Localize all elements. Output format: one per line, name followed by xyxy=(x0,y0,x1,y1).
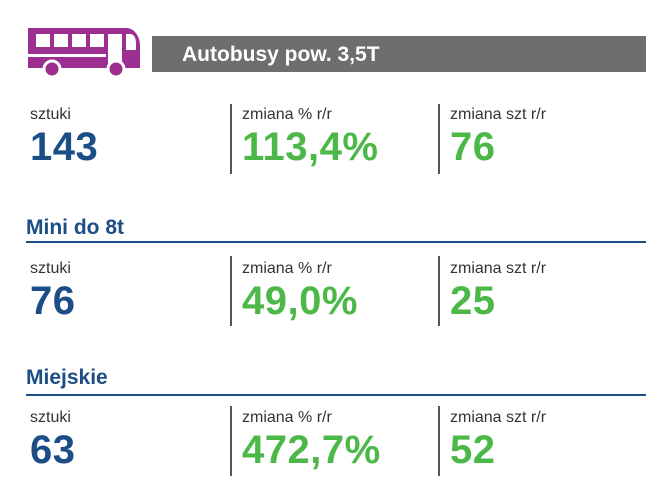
stat-value: 76 xyxy=(30,279,76,323)
stat-label: sztuki xyxy=(30,106,71,123)
divider xyxy=(230,406,232,476)
stat-label: zmiana % r/r xyxy=(242,260,332,277)
page-title: Autobusy pow. 3,5T xyxy=(182,43,380,66)
stat-label: zmiana % r/r xyxy=(242,409,332,426)
stat-value: 76 xyxy=(450,125,496,169)
divider xyxy=(438,256,440,326)
stat-value: 25 xyxy=(450,279,496,323)
stat-change-percent: zmiana % r/r 113,4% xyxy=(242,105,378,169)
stat-label: zmiana % r/r xyxy=(242,106,332,123)
section-title-mini: Mini do 8t xyxy=(26,216,124,239)
stat-value: 49,0% xyxy=(242,279,358,323)
title-bar: Autobusy pow. 3,5T xyxy=(152,36,646,72)
stat-change-units: zmiana szt r/r 76 xyxy=(450,105,546,169)
divider xyxy=(438,104,440,174)
stat-label: sztuki xyxy=(30,260,71,277)
divider xyxy=(438,406,440,476)
stat-label: zmiana szt r/r xyxy=(450,260,547,277)
stat-value: 113,4% xyxy=(242,125,379,169)
stat-value: 472,7% xyxy=(242,428,381,472)
stat-change-units: zmiana szt r/r 25 xyxy=(450,259,546,323)
stat-label: zmiana szt r/r xyxy=(450,409,547,426)
stat-value: 52 xyxy=(450,428,496,472)
stat-value: 63 xyxy=(30,428,76,472)
section-rule xyxy=(26,241,646,243)
stat-label: sztuki xyxy=(30,409,71,426)
stat-change-percent: zmiana % r/r 472,7% xyxy=(242,408,381,472)
section-title-miejskie: Miejskie xyxy=(26,366,108,389)
stat-value: 143 xyxy=(30,125,99,169)
stat-units: sztuki 63 xyxy=(30,408,76,472)
section-rule xyxy=(26,394,646,396)
stat-label: zmiana szt r/r xyxy=(450,106,547,123)
stat-units: sztuki 76 xyxy=(30,259,76,323)
stat-change-percent: zmiana % r/r 49,0% xyxy=(242,259,358,323)
header: Autobusy pow. 3,5T xyxy=(0,20,660,80)
divider xyxy=(230,104,232,174)
bus-icon xyxy=(28,28,140,78)
stat-change-units: zmiana szt r/r 52 xyxy=(450,408,546,472)
divider xyxy=(230,256,232,326)
stat-units: sztuki 143 xyxy=(30,105,98,169)
